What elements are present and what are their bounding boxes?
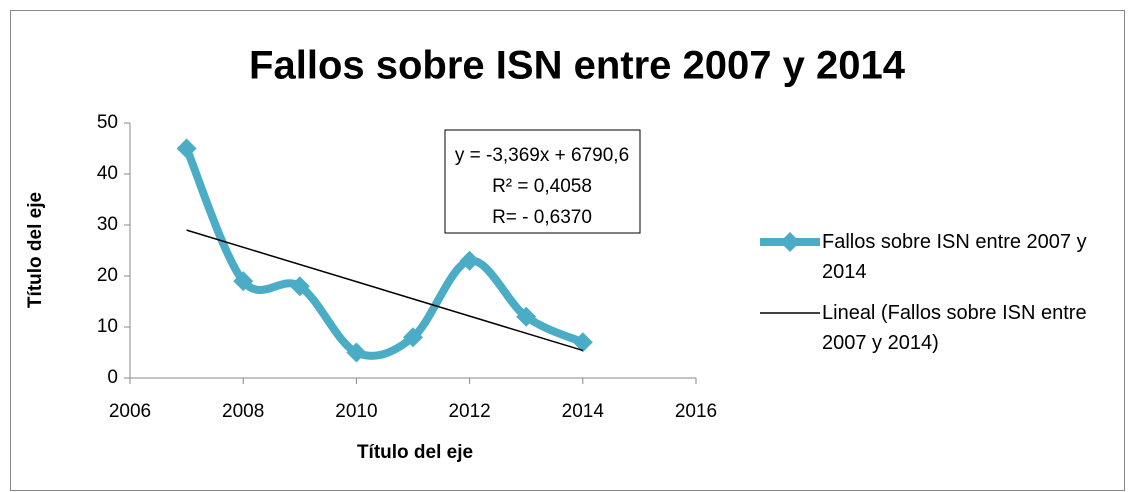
- legend-label: Lineal (Fallos sobre ISN entre 2007 y 20…: [822, 302, 1087, 354]
- equation-line: R² = 0,4058: [492, 176, 592, 197]
- point: [346, 342, 367, 363]
- x-tick-label: 2012: [448, 401, 490, 422]
- point: [233, 271, 254, 292]
- y-axis-title: Título del eje: [25, 192, 46, 308]
- legend-label: Fallos sobre ISN entre 2007 y 2014: [822, 231, 1087, 283]
- trendline: [186, 229, 584, 352]
- point: [289, 276, 310, 297]
- chart-border: [10, 10, 1125, 491]
- equation-line: y = -3,369x + 6790,6: [455, 145, 629, 166]
- chart-title: Fallos sobre ISN entre 2007 y 2014: [249, 44, 906, 88]
- equation-box: [444, 129, 641, 234]
- legend-marker: [780, 232, 800, 252]
- y-tick-label: 40: [97, 163, 118, 184]
- x-tick-label: 2008: [222, 401, 264, 422]
- point: [403, 327, 423, 348]
- x-tick-label: 2010: [335, 401, 377, 422]
- x-axis-title: Título del eje: [357, 442, 473, 463]
- y-tick-label: 30: [97, 214, 118, 235]
- point: [572, 332, 593, 353]
- point: [176, 138, 197, 159]
- y-tick-label: 0: [107, 367, 118, 388]
- y-tick-label: 10: [97, 316, 118, 337]
- x-tick-label: 2014: [562, 401, 605, 422]
- y-tick-label: 20: [97, 265, 118, 286]
- x-tick-label: 2016: [675, 401, 717, 422]
- y-tick-label: 50: [97, 112, 118, 133]
- x-tick-label: 2006: [109, 401, 151, 422]
- equation-line: R= - 0,6370: [492, 207, 592, 228]
- point: [459, 250, 480, 271]
- point: [516, 306, 537, 327]
